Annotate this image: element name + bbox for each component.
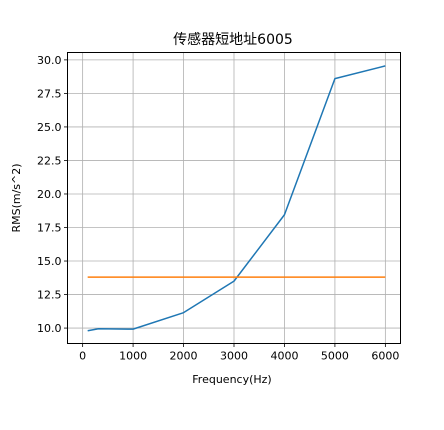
x-axis: 0 1000 2000 3000 4000 5000 6000 <box>79 343 399 363</box>
y-tick-label: 20.0 <box>37 188 62 201</box>
y-tick-label: 17.5 <box>37 222 62 235</box>
x-tick-label: 1000 <box>119 350 147 363</box>
y-tick-label: 22.5 <box>37 154 62 167</box>
x-tick-label: 3000 <box>220 350 248 363</box>
x-tick-label: 5000 <box>321 350 349 363</box>
y-tick-label: 25.0 <box>37 121 62 134</box>
series-line-1 <box>87 65 386 332</box>
y-tick-label: 27.5 <box>37 87 62 100</box>
y-tick-label: 12.5 <box>37 289 62 302</box>
y-tick-label: 15.0 <box>37 255 62 268</box>
x-tick-label: 4000 <box>270 350 298 363</box>
y-axis-label: RMS(m/s^2) <box>10 163 23 232</box>
x-tick-label: 6000 <box>371 350 399 363</box>
y-tick-label: 30.0 <box>37 54 62 67</box>
grid <box>67 52 401 344</box>
series-layer <box>87 65 386 332</box>
x-tick-label: 2000 <box>170 350 198 363</box>
y-tick-label: 10.0 <box>37 322 62 335</box>
y-axis: 10.0 12.5 15.0 17.5 20.0 22.5 25.0 27.5 30.0 <box>37 54 68 335</box>
x-tick-label: 0 <box>79 350 86 363</box>
x-axis-label: Frequency(Hz) <box>192 373 271 386</box>
chart-title: 传感器短地址6005 <box>173 31 293 48</box>
